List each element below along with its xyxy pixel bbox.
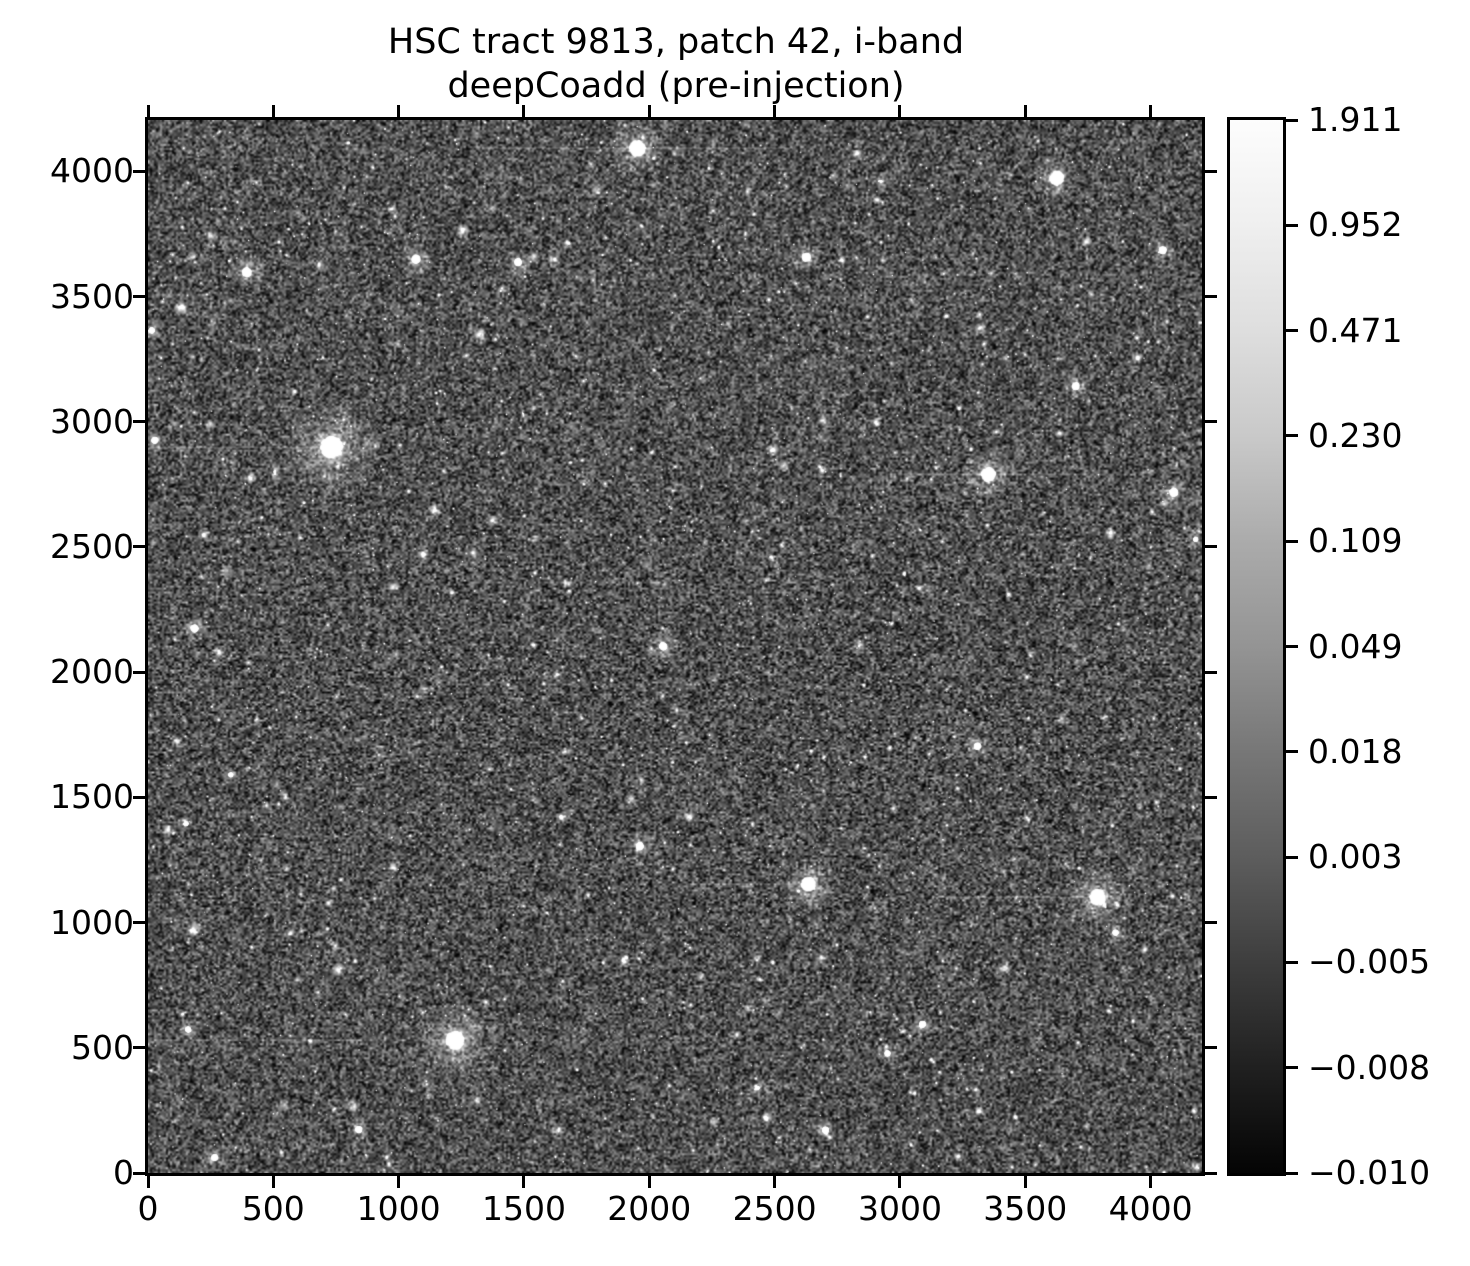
y-tick [133, 921, 145, 925]
x-tick-label: 3000 [857, 1189, 942, 1228]
x-tick [146, 1176, 150, 1188]
x-tick-label: 500 [241, 1189, 305, 1228]
x-tick-label: 4000 [1108, 1189, 1193, 1228]
x-tick-top [1149, 105, 1153, 117]
colorbar-tick [1286, 118, 1298, 122]
x-tick-top [647, 105, 651, 117]
x-tick-top [1023, 105, 1027, 117]
y-tick-right [1205, 169, 1217, 173]
y-tick-label: 2500 [50, 526, 134, 566]
colorbar-tick-label: 1.911 [1308, 100, 1403, 139]
x-tick [1023, 1176, 1027, 1188]
x-tick-label: 3500 [983, 1189, 1068, 1228]
colorbar-tick [1286, 1171, 1298, 1175]
y-tick-label: 1500 [50, 777, 134, 817]
x-tick-label: 2500 [732, 1189, 817, 1228]
star-field-image [148, 120, 1202, 1173]
colorbar-tick [1286, 750, 1298, 754]
chart-title-line1: HSC tract 9813, patch 42, i-band [387, 22, 965, 62]
colorbar-tick [1286, 960, 1298, 964]
colorbar-tick-label: −0.005 [1308, 942, 1431, 982]
y-tick-right [1205, 795, 1217, 799]
y-tick-label: 0 [113, 1153, 134, 1192]
x-tick-top [898, 105, 902, 117]
x-tick [397, 1176, 401, 1188]
y-tick-label: 4000 [50, 151, 134, 191]
colorbar-tick-label: 0.003 [1308, 837, 1403, 877]
y-tick [133, 169, 145, 173]
y-tick-label: 2000 [50, 652, 134, 692]
x-tick-top [773, 105, 777, 117]
x-tick-top [397, 105, 401, 117]
y-tick-right [1205, 670, 1217, 674]
colorbar-tick-label: 0.471 [1308, 310, 1403, 350]
colorbar-tick [1286, 855, 1298, 859]
colorbar-tick [1286, 645, 1298, 648]
y-tick-label: 3500 [50, 276, 134, 316]
colorbar-tick-label: 0.049 [1308, 626, 1403, 666]
y-tick-right [1205, 1046, 1217, 1050]
y-tick [133, 670, 145, 674]
x-tick-top [522, 105, 526, 117]
colorbar-tick-label: −0.010 [1308, 1153, 1431, 1192]
y-tick-right [1205, 1171, 1217, 1175]
x-tick-label: 1000 [356, 1189, 441, 1228]
image-axes [145, 117, 1205, 1176]
colorbar-tick-label: 0.109 [1308, 521, 1403, 561]
x-tick-label: 1500 [481, 1189, 566, 1228]
y-tick-right [1205, 545, 1217, 549]
x-tick [647, 1176, 651, 1188]
y-tick-right [1205, 921, 1217, 925]
y-tick [133, 420, 145, 424]
colorbar-tick [1286, 223, 1298, 227]
y-tick [133, 795, 145, 799]
y-tick-right [1205, 295, 1217, 299]
x-tick [773, 1176, 777, 1188]
colorbar-tick-label: 0.018 [1308, 731, 1403, 771]
colorbar-tick [1286, 329, 1298, 333]
y-tick [133, 1171, 145, 1175]
colorbar-tick [1286, 539, 1298, 543]
colorbar-tick [1286, 434, 1298, 438]
colorbar-tick-label: 0.952 [1308, 205, 1403, 245]
x-tick-top [271, 105, 275, 117]
y-tick-right [1205, 420, 1217, 424]
x-tick-label: 2000 [607, 1189, 692, 1228]
x-tick [898, 1176, 902, 1188]
chart-title-line2: deepCoadd (pre-injection) [447, 66, 905, 106]
x-tick [1149, 1176, 1153, 1188]
y-tick-label: 500 [71, 1027, 134, 1067]
colorbar-tick-label: 0.230 [1308, 415, 1403, 455]
y-tick [133, 1046, 145, 1050]
y-tick [133, 295, 145, 299]
x-tick [271, 1176, 275, 1188]
x-tick-top [146, 105, 150, 117]
chart-title: HSC tract 9813, patch 42, i-band deepCoa… [146, 20, 1206, 108]
colorbar [1227, 117, 1286, 1176]
y-tick [133, 545, 145, 549]
colorbar-tick-label: −0.008 [1308, 1047, 1431, 1087]
y-tick-label: 1000 [50, 902, 134, 942]
x-tick [522, 1176, 526, 1188]
y-tick-label: 3000 [50, 401, 134, 441]
x-tick-label: 0 [137, 1189, 159, 1228]
colorbar-tick [1286, 1066, 1298, 1070]
